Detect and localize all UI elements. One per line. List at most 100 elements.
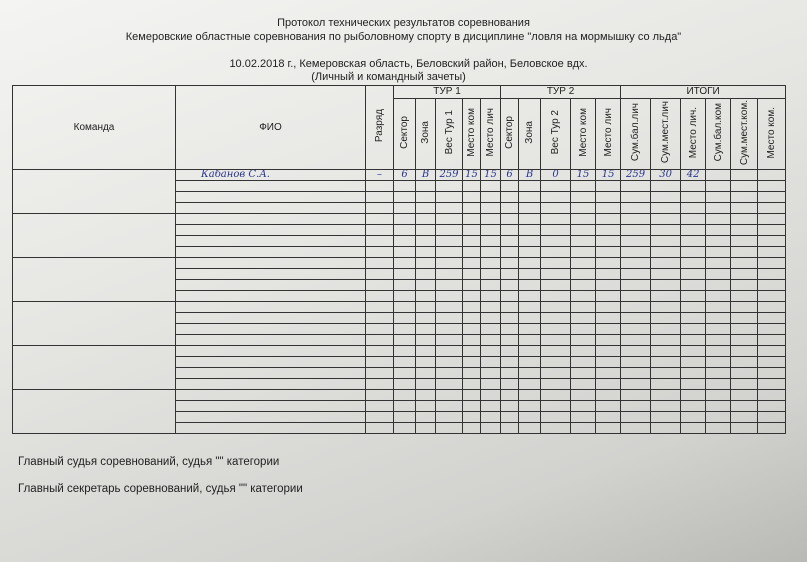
result-cell[interactable] xyxy=(757,235,787,247)
result-cell[interactable] xyxy=(620,411,652,423)
result-cell[interactable] xyxy=(540,367,572,379)
result-cell[interactable] xyxy=(730,180,759,192)
result-cell[interactable] xyxy=(705,301,732,313)
result-cell[interactable] xyxy=(540,290,572,302)
result-cell[interactable] xyxy=(650,301,682,313)
result-cell[interactable] xyxy=(415,268,436,280)
result-cell[interactable] xyxy=(570,224,597,236)
result-cell[interactable] xyxy=(540,224,572,236)
result-cell[interactable] xyxy=(705,191,732,203)
result-cell[interactable] xyxy=(730,400,759,412)
result-cell[interactable] xyxy=(540,334,572,346)
result-cell[interactable] xyxy=(415,345,436,357)
fio-cell[interactable] xyxy=(175,290,366,302)
result-cell[interactable] xyxy=(620,312,652,324)
result-cell[interactable] xyxy=(540,323,572,335)
result-cell[interactable] xyxy=(435,268,463,280)
result-cell[interactable] xyxy=(435,301,463,313)
result-cell[interactable] xyxy=(620,180,652,192)
result-cell[interactable] xyxy=(393,224,416,236)
result-cell[interactable] xyxy=(435,279,463,291)
result-cell[interactable] xyxy=(415,389,436,401)
result-cell[interactable] xyxy=(462,224,481,236)
result-cell[interactable] xyxy=(415,257,436,269)
result-cell[interactable] xyxy=(705,389,732,401)
result-cell[interactable] xyxy=(462,279,481,291)
result-cell[interactable] xyxy=(393,378,416,390)
result-cell[interactable] xyxy=(705,290,732,302)
result-cell[interactable] xyxy=(650,246,682,258)
result-cell[interactable] xyxy=(518,411,542,423)
result-cell[interactable] xyxy=(595,235,622,247)
result-cell[interactable] xyxy=(393,345,416,357)
result-cell[interactable] xyxy=(500,268,520,280)
result-cell[interactable] xyxy=(540,378,572,390)
result-cell[interactable] xyxy=(462,400,481,412)
result-cell[interactable] xyxy=(435,235,463,247)
result-cell[interactable] xyxy=(757,411,787,423)
result-cell[interactable] xyxy=(570,323,597,335)
result-cell[interactable] xyxy=(393,422,416,434)
result-cell[interactable] xyxy=(757,334,787,346)
result-cell[interactable] xyxy=(730,389,759,401)
result-cell[interactable] xyxy=(705,202,732,214)
result-cell[interactable] xyxy=(680,356,707,368)
result-cell[interactable] xyxy=(757,202,787,214)
result-cell[interactable] xyxy=(730,378,759,390)
rank-cell[interactable] xyxy=(365,202,394,214)
result-cell[interactable] xyxy=(570,235,597,247)
result-cell[interactable] xyxy=(462,378,481,390)
result-cell[interactable] xyxy=(462,356,481,368)
result-cell[interactable] xyxy=(705,180,732,192)
result-cell[interactable] xyxy=(730,279,759,291)
result-cell[interactable] xyxy=(595,411,622,423)
result-cell[interactable]: 0 xyxy=(540,169,572,181)
result-cell[interactable] xyxy=(595,202,622,214)
result-cell[interactable] xyxy=(705,378,732,390)
rank-cell[interactable] xyxy=(365,334,394,346)
result-cell[interactable] xyxy=(415,290,436,302)
result-cell[interactable]: 6 xyxy=(393,169,416,181)
result-cell[interactable] xyxy=(650,345,682,357)
result-cell[interactable] xyxy=(705,279,732,291)
result-cell[interactable] xyxy=(462,323,481,335)
result-cell[interactable] xyxy=(462,290,481,302)
result-cell[interactable] xyxy=(462,422,481,434)
result-cell[interactable] xyxy=(650,334,682,346)
result-cell[interactable] xyxy=(518,235,542,247)
result-cell[interactable] xyxy=(680,191,707,203)
result-cell[interactable] xyxy=(650,290,682,302)
result-cell[interactable] xyxy=(730,312,759,324)
result-cell[interactable] xyxy=(757,378,787,390)
result-cell[interactable] xyxy=(393,411,416,423)
result-cell[interactable] xyxy=(757,400,787,412)
fio-cell[interactable] xyxy=(175,202,366,214)
result-cell[interactable] xyxy=(462,180,481,192)
result-cell[interactable] xyxy=(518,213,542,225)
result-cell[interactable] xyxy=(570,345,597,357)
result-cell[interactable] xyxy=(462,268,481,280)
result-cell[interactable]: 15 xyxy=(479,169,502,181)
result-cell[interactable] xyxy=(595,422,622,434)
result-cell[interactable] xyxy=(757,257,787,269)
team-cell[interactable] xyxy=(12,213,176,258)
result-cell[interactable]: 259 xyxy=(435,169,463,181)
result-cell[interactable] xyxy=(730,202,759,214)
result-cell[interactable] xyxy=(479,422,502,434)
result-cell[interactable] xyxy=(595,290,622,302)
result-cell[interactable] xyxy=(705,356,732,368)
fio-cell[interactable] xyxy=(175,411,366,423)
rank-cell[interactable]: – xyxy=(365,169,394,181)
result-cell[interactable] xyxy=(705,334,732,346)
result-cell[interactable] xyxy=(705,323,732,335)
result-cell[interactable] xyxy=(757,224,787,236)
result-cell[interactable] xyxy=(393,334,416,346)
result-cell[interactable] xyxy=(415,334,436,346)
result-cell[interactable] xyxy=(479,246,502,258)
fio-cell[interactable] xyxy=(175,367,366,379)
result-cell[interactable] xyxy=(415,367,436,379)
result-cell[interactable] xyxy=(730,235,759,247)
result-cell[interactable] xyxy=(479,356,502,368)
team-cell[interactable] xyxy=(12,301,176,346)
result-cell[interactable] xyxy=(462,312,481,324)
